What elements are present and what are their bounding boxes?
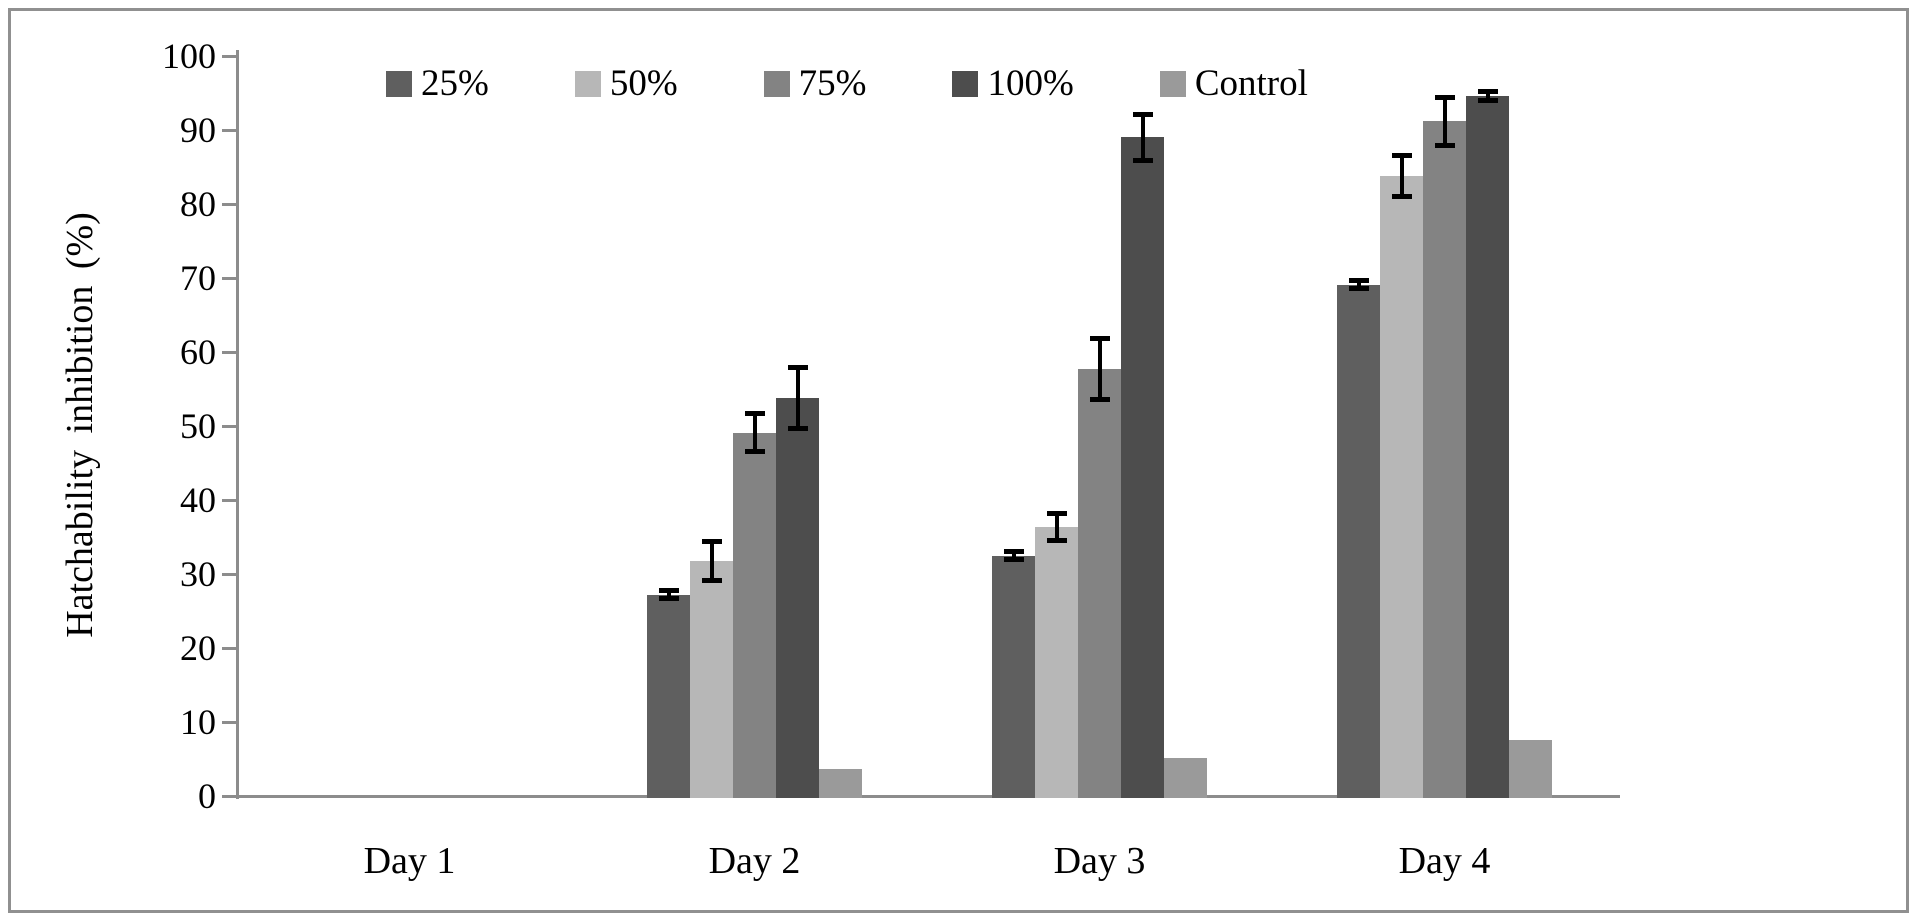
bar-25pct-day2 bbox=[647, 594, 690, 798]
y-tick-label: 0 bbox=[198, 776, 216, 816]
y-tick-mark bbox=[222, 499, 236, 502]
x-category-label: Day 2 bbox=[708, 840, 801, 882]
bar-25pct-day4 bbox=[1337, 284, 1380, 798]
error-bar-cap-bottom bbox=[1434, 142, 1455, 148]
error-bar-cap-top bbox=[701, 538, 722, 544]
y-tick-label: 50 bbox=[180, 406, 216, 446]
legend-swatch-icon bbox=[574, 71, 601, 97]
y-axis-line bbox=[236, 50, 239, 799]
error-bar-line bbox=[1442, 96, 1447, 146]
legend-swatch-icon bbox=[952, 71, 979, 97]
legend-swatch-icon bbox=[386, 71, 412, 97]
chart-border-frame bbox=[8, 8, 1909, 913]
error-bar-cap-top bbox=[744, 411, 765, 417]
legend-swatch-icon bbox=[1159, 71, 1186, 97]
legend: 25% 50% 75% 100% Control bbox=[386, 62, 1308, 106]
y-tick-mark bbox=[222, 721, 236, 724]
error-bar-cap-bottom bbox=[701, 577, 722, 583]
error-bar-line bbox=[709, 540, 714, 581]
error-bar-cap-bottom bbox=[1089, 397, 1110, 403]
y-tick-mark bbox=[222, 573, 236, 576]
error-bar-cap-top bbox=[1132, 111, 1153, 117]
legend-item-100pct: 100% bbox=[952, 63, 1074, 104]
y-tick-label: 80 bbox=[180, 184, 216, 224]
y-tick-mark bbox=[222, 277, 236, 280]
y-tick-mark bbox=[222, 129, 236, 132]
error-bar-cap-bottom bbox=[1391, 193, 1412, 199]
error-bar-cap-bottom bbox=[658, 596, 679, 602]
legend-item-control: Control bbox=[1159, 63, 1308, 104]
bar-100pct-day4 bbox=[1466, 95, 1509, 798]
bar-50pct-day4 bbox=[1380, 175, 1423, 798]
error-bar-cap-bottom bbox=[1477, 98, 1498, 104]
legend-label: Control bbox=[1194, 63, 1308, 104]
bar-25pct-day3 bbox=[992, 555, 1035, 798]
y-tick-label: 60 bbox=[180, 332, 216, 372]
y-tick-mark bbox=[222, 795, 236, 798]
y-tick-mark bbox=[222, 55, 236, 58]
legend-swatch-icon bbox=[763, 71, 790, 97]
error-bar-cap-bottom bbox=[744, 448, 765, 454]
x-category-label: Day 1 bbox=[363, 840, 456, 882]
error-bar-line bbox=[1485, 90, 1490, 102]
bar-100pct-day3 bbox=[1121, 137, 1164, 798]
error-bar-cap-bottom bbox=[1348, 286, 1369, 292]
error-bar-cap-top bbox=[1348, 278, 1369, 284]
error-bar-line bbox=[1399, 155, 1404, 197]
error-bar-cap-top bbox=[1434, 94, 1455, 100]
error-bar-line bbox=[1011, 551, 1016, 560]
legend-item-50pct: 50% bbox=[574, 63, 678, 104]
legend-label: 50% bbox=[609, 63, 678, 104]
error-bar-cap-bottom bbox=[1046, 538, 1067, 544]
error-bar-line bbox=[1356, 280, 1361, 290]
bar-75pct-day4 bbox=[1423, 121, 1466, 798]
error-bar-cap-bottom bbox=[1003, 556, 1024, 562]
bar-50pct-day2 bbox=[690, 560, 733, 798]
error-bar-line bbox=[752, 413, 757, 452]
error-bar-cap-top bbox=[1477, 88, 1498, 94]
x-category-label: Day 4 bbox=[1398, 840, 1491, 882]
legend-item-25pct: 25% bbox=[386, 64, 489, 104]
y-tick-label: 40 bbox=[180, 480, 216, 520]
y-tick-mark bbox=[222, 351, 236, 354]
error-bar-line bbox=[795, 366, 800, 429]
y-tick-label: 10 bbox=[180, 702, 216, 742]
y-tick-mark bbox=[222, 647, 236, 650]
error-bar-line bbox=[666, 590, 671, 600]
y-tick-label: 70 bbox=[180, 258, 216, 298]
legend-label: 100% bbox=[987, 63, 1074, 104]
error-bar-cap-top bbox=[787, 364, 808, 370]
bar-control-day2 bbox=[819, 769, 862, 798]
error-bar-line bbox=[1097, 337, 1102, 401]
y-tick-label: 20 bbox=[180, 628, 216, 668]
error-bar-cap-bottom bbox=[787, 425, 808, 431]
error-bar-cap-bottom bbox=[1132, 158, 1153, 164]
y-tick-label: 30 bbox=[180, 554, 216, 594]
bar-control-day3 bbox=[1164, 757, 1207, 798]
error-bar-cap-top bbox=[1391, 153, 1412, 159]
y-tick-mark bbox=[222, 425, 236, 428]
error-bar-cap-top bbox=[1003, 549, 1024, 555]
bar-100pct-day2 bbox=[776, 397, 819, 798]
y-tick-mark bbox=[222, 203, 236, 206]
legend-label: 25% bbox=[421, 63, 489, 104]
x-axis-line bbox=[236, 795, 1620, 798]
error-bar-line bbox=[1140, 113, 1145, 162]
bar-control-day4 bbox=[1509, 739, 1552, 798]
y-axis-title: Hatchability inhibition (%) bbox=[59, 212, 101, 638]
legend-item-75pct: 75% bbox=[763, 63, 867, 104]
legend-label: 75% bbox=[798, 63, 867, 104]
error-bar-line bbox=[1054, 513, 1059, 542]
bar-75pct-day2 bbox=[733, 432, 776, 798]
bar-50pct-day3 bbox=[1035, 527, 1078, 798]
y-tick-label: 90 bbox=[180, 110, 216, 150]
bar-75pct-day3 bbox=[1078, 369, 1121, 798]
error-bar-cap-top bbox=[658, 588, 679, 594]
x-category-label: Day 3 bbox=[1053, 840, 1146, 882]
y-tick-label: 100 bbox=[162, 36, 216, 76]
error-bar-cap-top bbox=[1089, 335, 1110, 341]
error-bar-cap-top bbox=[1046, 511, 1067, 517]
